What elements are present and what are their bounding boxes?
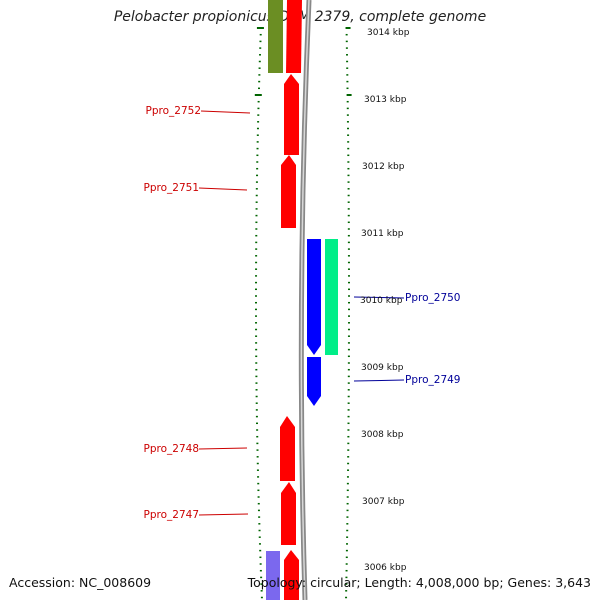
gene-olive-top[interactable] — [268, 0, 283, 73]
gene-ppro-2752[interactable] — [284, 74, 299, 155]
feature-teal[interactable] — [325, 239, 338, 355]
ruler-label-3010: 3010 kbp — [360, 296, 403, 306]
gene-label-ppro-2747[interactable]: Ppro_2747 — [144, 509, 199, 521]
ruler-label-3008: 3008 kbp — [361, 430, 404, 440]
left-ruler — [254, 27, 264, 599]
right-ruler — [345, 27, 352, 599]
gene-ppro-2747[interactable] — [281, 482, 296, 545]
ruler-label-3011: 3011 kbp — [361, 229, 404, 239]
ruler-label-3013: 3013 kbp — [364, 95, 407, 105]
gene-label-ppro-2748[interactable]: Ppro_2748 — [144, 443, 199, 455]
ruler-label-3014: 3014 kbp — [367, 28, 410, 38]
gene-label-ppro-2749[interactable]: Ppro_2749 — [405, 374, 460, 386]
ruler-label-3009: 3009 kbp — [361, 363, 404, 373]
ruler-label-3007: 3007 kbp — [362, 497, 405, 507]
gene-ppro-2749[interactable] — [307, 357, 321, 406]
ruler-label-3006: 3006 kbp — [364, 563, 407, 573]
genome-summary-text: Topology: circular; Length: 4,008,000 bp… — [247, 575, 591, 590]
gene-label-ppro-2750[interactable]: Ppro_2750 — [405, 292, 460, 304]
accession-text: Accession: NC_008609 — [9, 575, 152, 590]
gene-label-ppro-2751[interactable]: Ppro_2751 — [144, 182, 199, 194]
gene-purple-bottom[interactable] — [266, 551, 280, 600]
gene-ppro-2748[interactable] — [280, 416, 295, 481]
gene-ppro-2751[interactable] — [281, 155, 296, 228]
gene-label-ppro-2752[interactable]: Ppro_2752 — [146, 105, 201, 117]
gene-red-bottom[interactable] — [284, 550, 299, 600]
gene-ppro-2750[interactable] — [307, 239, 321, 355]
gene-red-1[interactable] — [286, 0, 302, 73]
ruler-label-3012: 3012 kbp — [362, 162, 405, 172]
